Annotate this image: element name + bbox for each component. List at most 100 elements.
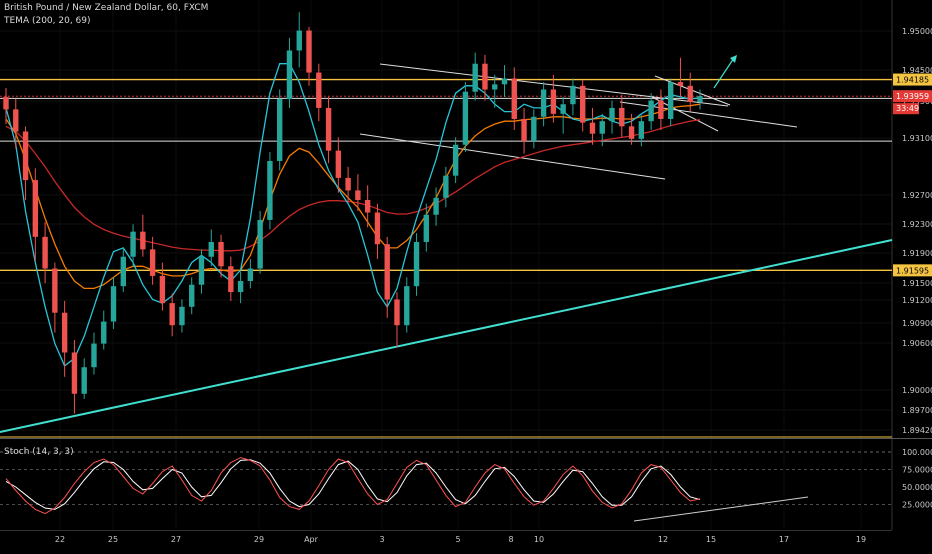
stoch-divergence-line	[633, 496, 809, 522]
candle-body	[257, 219, 263, 269]
candle-body	[267, 160, 273, 220]
price-axis-label: 1.90900	[902, 319, 932, 328]
candle-body	[492, 84, 498, 90]
level-badge-label: 1.91595	[896, 266, 929, 275]
candle-body	[208, 241, 214, 257]
candle-body	[13, 109, 19, 132]
candle-body	[452, 144, 459, 176]
time-axis-label: Apr	[304, 535, 319, 544]
stoch-axis-label: 25.0000	[902, 501, 932, 510]
countdown-label: 33:49	[896, 104, 919, 113]
candle-body	[140, 231, 146, 250]
candle-body	[570, 85, 576, 105]
time-axis-label: 29	[254, 535, 264, 544]
breakout-arrowhead	[730, 55, 737, 63]
stoch-axis-label: 50.0000	[902, 483, 932, 492]
candle-body	[589, 122, 596, 134]
candle-body	[325, 107, 332, 151]
candle-body	[384, 244, 390, 300]
candle-body	[286, 50, 293, 100]
price-axis-label: 1.91500	[902, 279, 932, 288]
candle-body	[599, 121, 605, 134]
candle-body	[677, 82, 684, 86]
candle-body	[179, 306, 185, 326]
horizontal-levels	[0, 78, 892, 438]
stoch-k-line	[5, 457, 701, 515]
price-axis-label: 1.89700	[902, 406, 932, 415]
candle-body	[511, 78, 517, 119]
candle-body	[560, 104, 566, 114]
price-badges: 1.94185 1.91595 1.93959 33:49	[893, 73, 932, 277]
time-axis-label: 8	[508, 535, 513, 544]
candle-body	[394, 299, 400, 326]
price-axis-label: 1.95000	[902, 27, 932, 36]
time-axis-label: 19	[856, 535, 866, 544]
candle-body	[462, 91, 469, 145]
candle-body	[667, 82, 674, 119]
candle-body	[169, 303, 175, 326]
candle-body	[237, 281, 244, 293]
candle-body	[306, 30, 312, 73]
time-axis-label: 10	[534, 535, 544, 544]
candle-body	[71, 352, 78, 394]
candle-body	[52, 268, 58, 313]
candle-body	[81, 367, 87, 394]
support-trendline	[0, 239, 893, 433]
breakout-arrow	[713, 57, 735, 89]
candle-body	[443, 175, 449, 198]
candle-body	[472, 63, 478, 92]
time-axis-label: 5	[455, 535, 460, 544]
countdown-badge	[893, 103, 919, 115]
stoch-axis-label: 75.0000	[902, 466, 932, 475]
candle-body	[609, 107, 615, 122]
candle-body	[364, 199, 371, 213]
stoch-label[interactable]: Stoch (14, 3, 3)	[4, 447, 74, 457]
candle-body	[697, 96, 703, 103]
stoch-axis-label: 100.0000	[902, 448, 932, 457]
candle-body	[531, 116, 537, 142]
candle-body	[628, 126, 635, 139]
candle-body	[580, 85, 586, 123]
candle-body	[374, 212, 381, 245]
candle-body	[130, 231, 136, 257]
candle-body	[658, 100, 664, 119]
candle-body	[189, 284, 195, 307]
candle-body	[198, 256, 205, 285]
price-axis-label: 1.91200	[902, 296, 932, 305]
indicator-label[interactable]: TEMA (200, 20, 69)	[4, 16, 91, 26]
price-axis-label: 1.92700	[902, 191, 932, 200]
candle-body	[120, 256, 126, 287]
time-axis-label: 25	[108, 535, 118, 544]
candle-body	[550, 89, 557, 114]
candle-body	[423, 214, 429, 242]
symbol-title[interactable]: British Pound / New Zealand Dollar, 60, …	[4, 3, 209, 13]
candle-body	[61, 312, 68, 353]
candle-body	[42, 236, 48, 269]
last-price-badge	[893, 90, 932, 103]
candle-body	[316, 72, 322, 108]
candle-body	[149, 249, 156, 276]
candle-body	[501, 78, 508, 85]
candle-body	[32, 180, 39, 237]
candle-body	[159, 275, 166, 304]
candle-body	[521, 118, 527, 142]
candle-body	[413, 241, 420, 287]
candle-body	[101, 321, 107, 344]
candle-body	[218, 241, 224, 267]
axes: 1.950001.945001.935001.931001.927001.923…	[55, 27, 932, 544]
price-axis-label: 1.93100	[902, 134, 932, 143]
stochastic-pane	[0, 451, 892, 522]
price-axis-label: 1.90000	[902, 386, 932, 395]
channel-lower-line	[359, 133, 666, 180]
price-axis-label: 1.89420	[902, 426, 932, 435]
candle-body	[335, 150, 342, 178]
candle-body	[404, 286, 410, 326]
candle-body	[228, 266, 234, 293]
level-badge-support	[893, 264, 932, 277]
candle-body	[110, 286, 117, 322]
level-badge-resistance	[893, 73, 932, 86]
time-axis-label: 22	[55, 535, 65, 544]
